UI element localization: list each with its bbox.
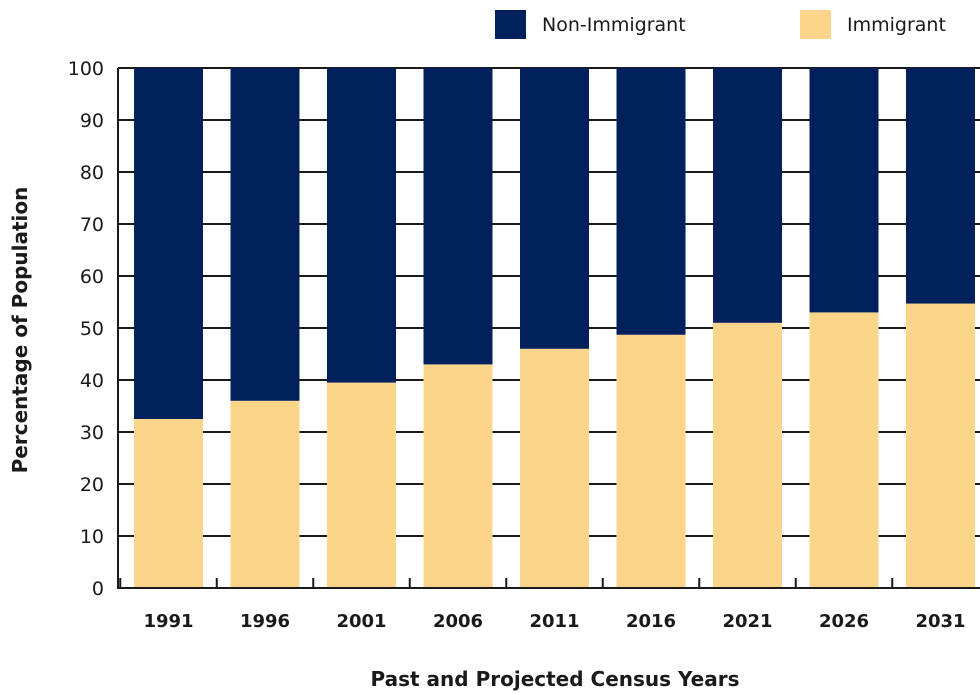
- bar-non-immigrant-1991: [134, 68, 203, 419]
- y-tick-label-20: 20: [80, 474, 104, 496]
- x-tick-label-2011: 2011: [529, 611, 579, 632]
- x-axis-title: Past and Projected Census Years: [371, 667, 740, 691]
- bars: [134, 68, 975, 588]
- y-tick-label-70: 70: [80, 214, 104, 236]
- bar-non-immigrant-2031: [906, 68, 975, 304]
- y-tick-label-80: 80: [80, 162, 104, 184]
- x-tick-label-2016: 2016: [626, 611, 676, 632]
- bar-immigrant-2016: [616, 334, 686, 588]
- legend-swatch-immigrant: [800, 10, 831, 39]
- x-tick-label-1996: 1996: [240, 611, 290, 632]
- bar-immigrant-2006: [423, 364, 493, 588]
- legend-label-non-immigrant: Non-Immigrant: [542, 14, 686, 36]
- x-tick-labels: 1991 1996 2001 2006 2011 2016 2021 2026 2031: [143, 611, 965, 632]
- y-tick-label-40: 40: [80, 370, 104, 392]
- legend: Non-Immigrant Immigrant: [495, 10, 946, 39]
- y-tick-label-50: 50: [80, 318, 104, 340]
- bar-non-immigrant-2021: [713, 68, 782, 323]
- legend-label-immigrant: Immigrant: [847, 14, 946, 36]
- y-tick-label-100: 100: [68, 58, 104, 80]
- x-tick-label-2021: 2021: [722, 611, 772, 632]
- x-tick-label-2006: 2006: [433, 611, 483, 632]
- bar-non-immigrant-2001: [327, 68, 396, 383]
- bar-immigrant-1996: [230, 400, 300, 588]
- legend-swatch-non-immigrant: [495, 10, 526, 39]
- x-tick-label-1991: 1991: [143, 611, 193, 632]
- y-tick-label-10: 10: [80, 526, 104, 548]
- x-tick-label-2031: 2031: [915, 611, 965, 632]
- y-tick-labels: 0 10 20 30 40 50 60 70 80 90 100: [68, 58, 104, 600]
- bar-non-immigrant-2026: [809, 68, 879, 313]
- y-tick-label-30: 30: [80, 422, 104, 444]
- axes: [117, 68, 980, 589]
- bar-immigrant-2021: [713, 322, 782, 588]
- bar-non-immigrant-2011: [520, 68, 589, 349]
- bar-non-immigrant-2006: [423, 68, 493, 365]
- bar-immigrant-2031: [906, 303, 975, 588]
- y-tick-label-90: 90: [80, 110, 104, 132]
- bar-immigrant-2026: [809, 312, 879, 588]
- y-tick-label-60: 60: [80, 266, 104, 288]
- x-tick-label-2001: 2001: [336, 611, 386, 632]
- bar-non-immigrant-2016: [616, 68, 686, 335]
- bar-immigrant-1991: [134, 419, 203, 588]
- bar-non-immigrant-1996: [230, 68, 300, 401]
- x-tick-label-2026: 2026: [819, 611, 869, 632]
- y-tick-label-0: 0: [92, 578, 104, 600]
- bar-immigrant-2001: [327, 382, 396, 588]
- bar-immigrant-2011: [520, 348, 589, 588]
- y-axis-title: Percentage of Population: [8, 187, 32, 474]
